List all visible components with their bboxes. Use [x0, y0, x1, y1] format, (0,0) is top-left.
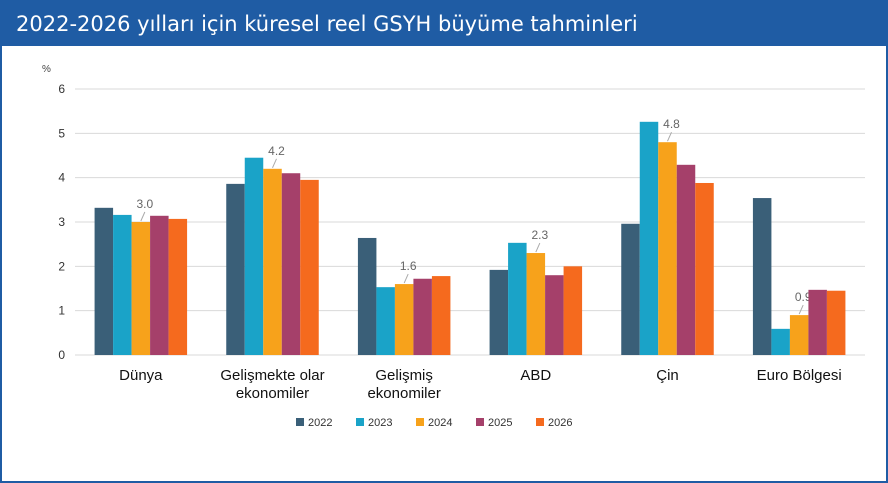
y-tick-label: 0 [58, 348, 65, 362]
legend-swatch [476, 418, 484, 426]
bar [244, 157, 264, 355]
leader-line [272, 158, 277, 169]
y-tick-label: 4 [58, 171, 65, 185]
legend-label: 2024 [428, 417, 452, 429]
legend-label: 2025 [488, 417, 512, 429]
bar [300, 179, 319, 355]
legend-label: 2023 [368, 417, 392, 429]
bar [752, 198, 772, 355]
leader-line [667, 131, 672, 142]
bar [376, 287, 395, 355]
bar [357, 237, 377, 355]
legend-swatch [416, 418, 424, 426]
x-tick-label: Dünya [119, 367, 163, 384]
legend-label: 2026 [548, 417, 572, 429]
y-tick-label: 1 [58, 304, 65, 318]
y-tick-label: 6 [58, 82, 65, 96]
legend-swatch [356, 418, 364, 426]
bar [113, 214, 132, 355]
bar [413, 278, 432, 355]
value-label: 2.3 [531, 228, 548, 242]
legend-label: 2022 [308, 417, 332, 429]
legend-swatch [536, 418, 544, 426]
bar [226, 183, 245, 355]
y-axis-label: % [42, 64, 51, 75]
bar [94, 207, 114, 355]
leader-line [140, 211, 146, 222]
bar [545, 275, 564, 355]
leader-line [403, 273, 409, 284]
bar [168, 218, 188, 355]
x-tick-label: ABD [520, 367, 552, 384]
bar [808, 289, 827, 355]
leader-line [798, 304, 804, 315]
bar [676, 164, 696, 355]
x-tick-label: Euro Bölgesi [756, 367, 842, 384]
bar [281, 173, 301, 355]
legend-swatch [296, 418, 304, 426]
x-tick-label: Gelişmiş ekonomiler [367, 367, 441, 402]
bar [658, 142, 677, 355]
value-label: 0.9 [795, 290, 812, 304]
value-label: 4.2 [268, 144, 285, 158]
y-tick-label: 3 [58, 215, 65, 229]
bar [489, 269, 509, 355]
value-label: 3.0 [136, 197, 153, 211]
bar [826, 290, 846, 355]
bar [131, 222, 151, 355]
bar [431, 276, 451, 355]
leader-line [535, 242, 541, 253]
value-label: 4.8 [663, 117, 680, 131]
x-tick-label: Çin [656, 367, 679, 384]
bar [150, 215, 169, 355]
bar [263, 168, 282, 355]
bar [508, 242, 527, 355]
header-title: 2022-2026 yılları için küresel reel GSYH… [2, 2, 886, 46]
value-label: 1.6 [400, 259, 417, 273]
bar [526, 253, 546, 355]
bar [394, 284, 414, 355]
y-tick-label: 2 [58, 259, 65, 273]
bar [771, 328, 790, 355]
bar [621, 223, 640, 355]
bar [789, 315, 809, 355]
x-tick-label: Gelişmekte olar ekonomiler [220, 367, 325, 402]
y-tick-label: 5 [58, 126, 65, 140]
bar [639, 121, 659, 355]
bar [695, 182, 714, 355]
bar [563, 266, 583, 355]
